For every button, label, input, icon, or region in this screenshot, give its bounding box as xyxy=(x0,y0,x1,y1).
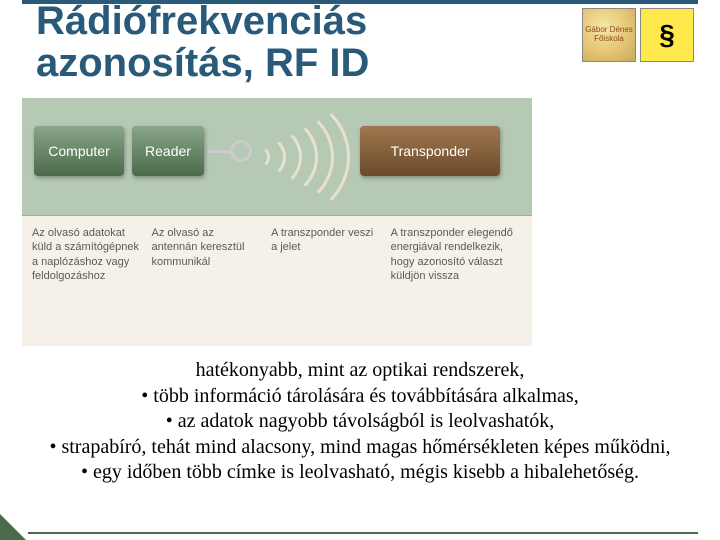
logo-bar: Gábor Dénes Főiskola § xyxy=(582,8,694,62)
corner-accent-icon xyxy=(0,514,26,540)
box-transponder: Transponder xyxy=(360,126,500,176)
diagram-graphic: Computer Reader Transponder xyxy=(22,98,532,216)
title-line-2: azonosítás, RF ID xyxy=(36,41,369,85)
bullet-1: hatékonyabb, mint az optikai rendszerek, xyxy=(22,358,698,384)
logo-glyph: § xyxy=(659,20,675,51)
box-reader: Reader xyxy=(132,126,204,176)
page-title: Rádiófrekvenciás azonosítás, RF ID xyxy=(36,0,369,84)
bullet-4: • strapabíró, tehát mind alacsony, mind … xyxy=(22,435,698,461)
diagram-captions: Az olvasó adatokat küld a számítógépnek … xyxy=(22,216,532,293)
bullet-5: • egy időben több címke is leolvasható, … xyxy=(22,460,698,486)
caption-transponder: A transzponder elegendő energiával rende… xyxy=(391,226,522,283)
caption-reader: Az olvasó az antennán keresztül kommunik… xyxy=(152,226,262,283)
caption-signal: A transzponder veszi a jelet xyxy=(271,226,381,283)
logo-sarkany: § xyxy=(640,8,694,62)
radio-waves-icon xyxy=(258,104,352,210)
logo-college: Gábor Dénes Főiskola xyxy=(582,8,636,62)
bullet-list: hatékonyabb, mint az optikai rendszerek,… xyxy=(22,358,698,486)
title-line-1: Rádiófrekvenciás xyxy=(36,0,367,43)
bullet-2: • több információ tárolására és továbbít… xyxy=(22,384,698,410)
box-computer: Computer xyxy=(34,126,124,176)
caption-computer: Az olvasó adatokat küld a számítógépnek … xyxy=(32,226,142,283)
bottom-rule xyxy=(28,532,698,534)
rfid-diagram: Computer Reader Transponder Az olvasó ad… xyxy=(22,98,532,346)
bullet-3: • az adatok nagyobb távolságból is leolv… xyxy=(22,409,698,435)
